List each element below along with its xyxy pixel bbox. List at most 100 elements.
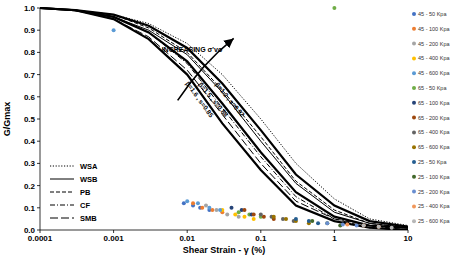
- x-tick-label: 0.0001: [28, 234, 53, 243]
- x-tick: [187, 230, 188, 233]
- y-tick: [37, 163, 40, 164]
- point: [182, 201, 186, 205]
- curve: [40, 8, 408, 230]
- y-tick-label: 0.1: [24, 204, 36, 213]
- point: [185, 199, 189, 203]
- point: [390, 226, 394, 230]
- x-tick-label: 0.01: [179, 234, 195, 243]
- point: [207, 206, 211, 210]
- legend-label: WSA: [80, 162, 98, 171]
- background: [0, 0, 456, 256]
- x-tick-label: 0.001: [104, 234, 125, 243]
- point: [341, 222, 345, 226]
- y-tick-label: 0.5: [24, 115, 36, 124]
- curve: [40, 8, 408, 226]
- x-axis: [40, 230, 408, 231]
- y-tick: [37, 119, 40, 120]
- point: [200, 206, 204, 210]
- point: [242, 215, 246, 219]
- point: [252, 212, 256, 216]
- point: [325, 221, 329, 225]
- legend-label: CF: [80, 201, 90, 210]
- legend-label: 45 - 400 Kpa: [418, 55, 450, 61]
- y-tick: [37, 30, 40, 31]
- legend-label: WSB: [80, 175, 98, 184]
- y-tick-label: 0.4: [24, 137, 36, 146]
- legend-label: 65 - 400 Kpa: [418, 129, 450, 135]
- point: [325, 221, 329, 225]
- chart: 0.00.10.20.30.40.50.60.70.80.91.00.00010…: [0, 0, 456, 256]
- legend-swatch: [50, 179, 74, 180]
- x-tick: [408, 230, 409, 233]
- point: [316, 221, 320, 225]
- legend-swatch: [412, 145, 416, 149]
- legend-label: 25 - 200 Kpa: [418, 189, 450, 195]
- legend-label: 65 - 600 Kpa: [418, 144, 450, 150]
- point: [218, 208, 222, 212]
- y-tick: [37, 230, 40, 231]
- point: [377, 225, 381, 229]
- x-axis-label: Shear Strain - γ (%): [183, 245, 266, 255]
- legend-swatch: [50, 192, 74, 193]
- legend-swatch: [50, 218, 74, 219]
- y-tick: [37, 185, 40, 186]
- y-tick-label: 0.2: [24, 182, 36, 191]
- y-tick-label: 0.9: [24, 26, 36, 35]
- legend-label: 45 - 100 Kpa: [418, 26, 450, 32]
- point: [259, 212, 263, 216]
- legend-label: 25 - 400 Kpa: [418, 203, 450, 209]
- legend-label: 25 - 50 Kpa: [418, 159, 447, 165]
- legend-swatch: [412, 175, 416, 179]
- legend-swatch: [412, 190, 416, 194]
- point: [214, 208, 218, 212]
- legend-swatch: [412, 130, 416, 134]
- point: [237, 215, 241, 219]
- legend-label: 65 - 100 Kpa: [418, 100, 450, 106]
- y-tick: [37, 74, 40, 75]
- curve: [40, 8, 408, 228]
- x-tick: [260, 230, 261, 233]
- legend-label: 65 - 200 Kpa: [418, 115, 450, 121]
- y-tick: [37, 141, 40, 142]
- point: [332, 6, 336, 10]
- curve: [40, 8, 408, 227]
- legend-label: SMB: [80, 214, 97, 223]
- legend-swatch: [412, 42, 416, 46]
- point: [294, 217, 298, 221]
- y-tick: [37, 96, 40, 97]
- x-tick-label: 10: [404, 234, 413, 243]
- curve: [40, 8, 408, 230]
- annotation-arrow: [178, 38, 234, 100]
- legend-swatch: [412, 12, 416, 16]
- curve: [40, 8, 408, 228]
- y-tick-label: 0.8: [24, 48, 36, 57]
- point: [225, 212, 229, 216]
- legend-label: 25 - 600 Kpa: [418, 218, 450, 224]
- point: [377, 225, 381, 229]
- legend-label: 25 - 100 Kpa: [418, 174, 450, 180]
- legend-label: PB: [80, 188, 91, 197]
- y-axis-label: G/Gmax: [2, 102, 12, 137]
- legend-swatch: [412, 27, 416, 31]
- x-tick-label: 1: [332, 234, 337, 243]
- point: [191, 201, 195, 205]
- legend-swatch: [412, 116, 416, 120]
- annotation: INCREASING σ'vo: [162, 46, 223, 53]
- y-tick: [37, 8, 40, 9]
- point: [362, 224, 366, 228]
- y-tick-label: 0.7: [24, 71, 36, 80]
- legend-label: 65 - 50 Kpa: [418, 85, 447, 91]
- x-tick: [40, 230, 41, 233]
- point: [242, 208, 246, 212]
- plot-area: [40, 6, 408, 230]
- y-tick: [37, 207, 40, 208]
- point: [252, 217, 256, 221]
- x-tick-label: 0.1: [255, 234, 267, 243]
- legend-label: 45 - 200 Kpa: [418, 41, 450, 47]
- point: [196, 201, 200, 205]
- point: [272, 215, 276, 219]
- point: [345, 222, 349, 226]
- legend-swatch: [412, 71, 416, 75]
- point: [362, 224, 366, 228]
- point: [355, 224, 359, 228]
